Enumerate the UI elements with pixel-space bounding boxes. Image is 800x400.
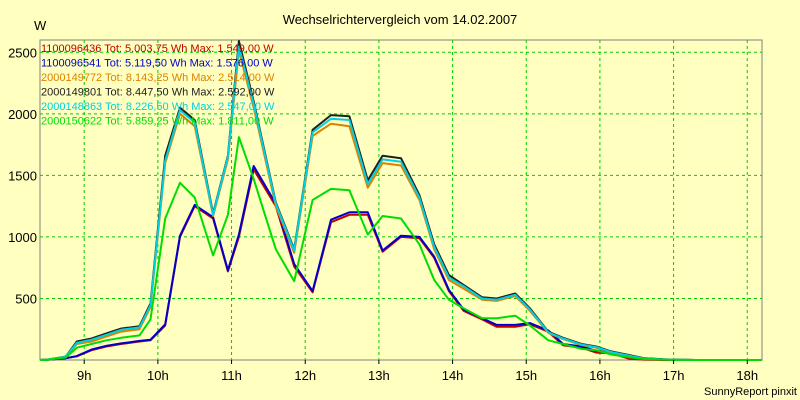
series-line-2000150622 [39, 136, 762, 361]
x-tick-label: 9h [77, 368, 91, 383]
legend-entry-2000149801: 2000149801 Tot: 8.447,50 Wh Max: 2.592,0… [41, 87, 275, 99]
footer-credit: SunnyReport pinxit [704, 386, 797, 398]
y-tick-label: 2500 [8, 45, 37, 60]
x-tick-label: 12h [294, 368, 316, 383]
series-layer [39, 40, 762, 361]
y-tick-label: 500 [15, 291, 37, 306]
y-tick-label: 1000 [8, 230, 37, 245]
axes: 9h 10h 11h 12h 13h 14h 15h 16h 17h 18h 500 1000 1500… [8, 45, 758, 383]
legend-entry-2000148863: 2000148863 Tot: 8.226,50 Wh Max: 2.547,0… [41, 101, 275, 113]
x-tick-label: 14h [442, 368, 464, 383]
x-tick-label: 16h [589, 368, 611, 383]
chart-title: Wechselrichtervergleich vom 14.02.2007 [283, 12, 518, 27]
x-tick-label: 18h [736, 368, 758, 383]
x-tick-label: 15h [515, 368, 537, 383]
legend-entry-2000149772: 2000149772 Tot: 8.143,25 Wh Max: 2.514,0… [41, 72, 275, 84]
y-tick-label: 2000 [8, 107, 37, 122]
legend-entry-2000150622: 2000150622 Tot: 5.859,25 Wh Max: 1.811,0… [41, 116, 274, 128]
x-tick-label: 11h [221, 368, 242, 383]
x-tick-label: 10h [147, 368, 169, 383]
legend-entry-1100096436: 1100096436 Tot: 5.003,75 Wh Max: 1.549,0… [41, 43, 274, 55]
x-tick-label: 13h [368, 368, 390, 383]
grid [40, 40, 762, 360]
series-line-2000148863 [39, 45, 762, 361]
x-tick-label: 17h [663, 368, 685, 383]
legend-entry-1100096541: 1100096541 Tot: 5.119,50 Wh Max: 1.576,0… [41, 58, 273, 70]
legend: 1100096436 Tot: 5.003,75 Wh Max: 1.549,0… [41, 43, 275, 128]
y-tick-label: 1500 [8, 168, 37, 183]
y-axis-label: W [34, 18, 47, 33]
